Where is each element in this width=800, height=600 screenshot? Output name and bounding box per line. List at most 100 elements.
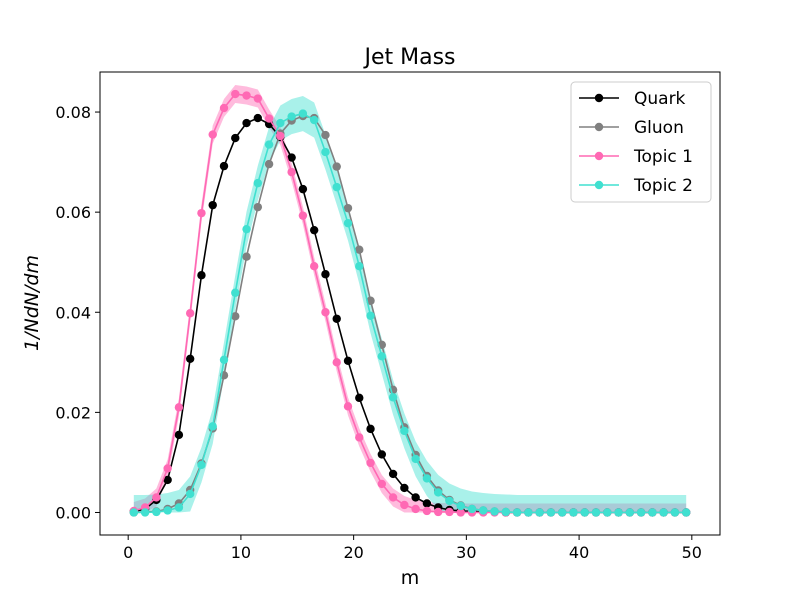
topic-2-point [614, 508, 623, 517]
legend-topic-2-label: Topic 2 [633, 176, 693, 196]
topic-2-point [490, 507, 499, 516]
quark-point [242, 118, 251, 128]
quark-point [231, 133, 240, 143]
quark-point [174, 430, 184, 440]
topic-1-point [298, 211, 308, 220]
legend-topic-2-marker [594, 180, 604, 190]
topic-2-point [185, 489, 195, 499]
topic-1-point [355, 433, 364, 442]
quark-point [298, 184, 308, 194]
quark-point [253, 113, 263, 123]
topic-2-point [219, 355, 229, 365]
chart-title: Jet Mass [362, 45, 455, 70]
topic-2-point [321, 147, 330, 157]
topic-2-point [659, 508, 668, 517]
topic-2-point [535, 508, 544, 517]
x-tick-label: 10 [231, 543, 251, 562]
topic-2-point [253, 178, 263, 188]
topic-2-point [625, 508, 635, 517]
topic-2-point [512, 508, 522, 517]
topic-2-point [456, 501, 465, 511]
topic-1-point [174, 403, 184, 412]
legend-quark-label: Quark [634, 89, 686, 109]
topic-1-point [445, 507, 454, 517]
topic-2-point [231, 288, 240, 297]
topic-1-point [422, 506, 432, 516]
quark-point [219, 161, 229, 171]
topic-2-point [524, 508, 533, 517]
topic-1-point [400, 500, 409, 510]
topic-2-point [670, 508, 680, 517]
topic-2-point [445, 496, 454, 506]
topic-2-point [332, 182, 341, 192]
topic-2-point [287, 112, 296, 121]
topic-2-point [400, 426, 409, 436]
quark-point [197, 271, 206, 280]
legend-topic-1-marker [594, 151, 604, 161]
gluon-point [253, 202, 263, 212]
topic-1-point [208, 130, 217, 139]
topic-2-point [591, 508, 601, 517]
gluon-point [264, 159, 274, 169]
topic-1-point [253, 94, 263, 103]
topic-2-point [276, 118, 285, 128]
quark-point [287, 153, 296, 162]
topic-1-point [242, 91, 251, 100]
topic-2-point [546, 508, 556, 517]
topic-1-point [343, 402, 353, 411]
topic-2-point [501, 507, 511, 517]
topic-1-point [377, 479, 387, 489]
quark-point [366, 424, 375, 434]
topic-1-point [456, 508, 465, 517]
topic-1-point [264, 114, 274, 123]
quark-point [208, 200, 217, 210]
quark-point [377, 450, 387, 459]
topic-2-point [433, 488, 443, 497]
topic-1-point [321, 308, 330, 317]
topic-2-point [580, 508, 589, 517]
y-tick-label: 0.00 [55, 503, 91, 522]
topic-2-point [681, 508, 691, 517]
topic-2-error-band [133, 96, 687, 513]
x-tick-label: 30 [456, 543, 476, 562]
legend-topic-1-label: Topic 1 [633, 147, 693, 167]
y-tick-label: 0.06 [55, 203, 91, 222]
topic-2-point [298, 109, 308, 118]
topic-2-point [422, 474, 432, 483]
legend-gluon-label: Gluon [634, 118, 684, 138]
y-tick-label: 0.04 [55, 303, 91, 322]
topic-1-point [276, 131, 285, 141]
topic-1-point [163, 464, 172, 473]
topic-2-point [411, 454, 420, 464]
quark-point [355, 393, 364, 403]
topic-1-point [309, 262, 319, 271]
topic-2-point [140, 508, 150, 517]
quark-point [343, 356, 353, 366]
quark-point [163, 475, 172, 485]
topic-2-point [174, 503, 184, 512]
legend: Quark Gluon Topic 1 Topic 2 [570, 81, 712, 203]
legend-gluon-marker [594, 122, 604, 132]
topic-2-point [197, 460, 206, 470]
topic-2-point [355, 262, 364, 271]
quark-point [185, 354, 195, 364]
x-tick-label: 40 [569, 543, 589, 562]
topic-2-point [479, 506, 488, 515]
topic-2-point [569, 508, 578, 517]
quark-point [332, 314, 341, 323]
topic-1-point [366, 458, 375, 468]
legend-box [570, 81, 712, 203]
topic-2-point [343, 218, 353, 228]
gluon-point [321, 130, 330, 140]
gluon-point [343, 203, 353, 213]
quark-point [321, 270, 330, 279]
y-tick-label: 0.08 [55, 103, 91, 122]
quark-point [309, 225, 319, 235]
x-tick-label: 0 [123, 543, 133, 562]
topic-1-point [388, 493, 398, 502]
legend-quark-marker [594, 93, 604, 103]
topic-2-point [557, 508, 567, 517]
series-group [129, 89, 691, 517]
topic-1-point [219, 103, 229, 113]
